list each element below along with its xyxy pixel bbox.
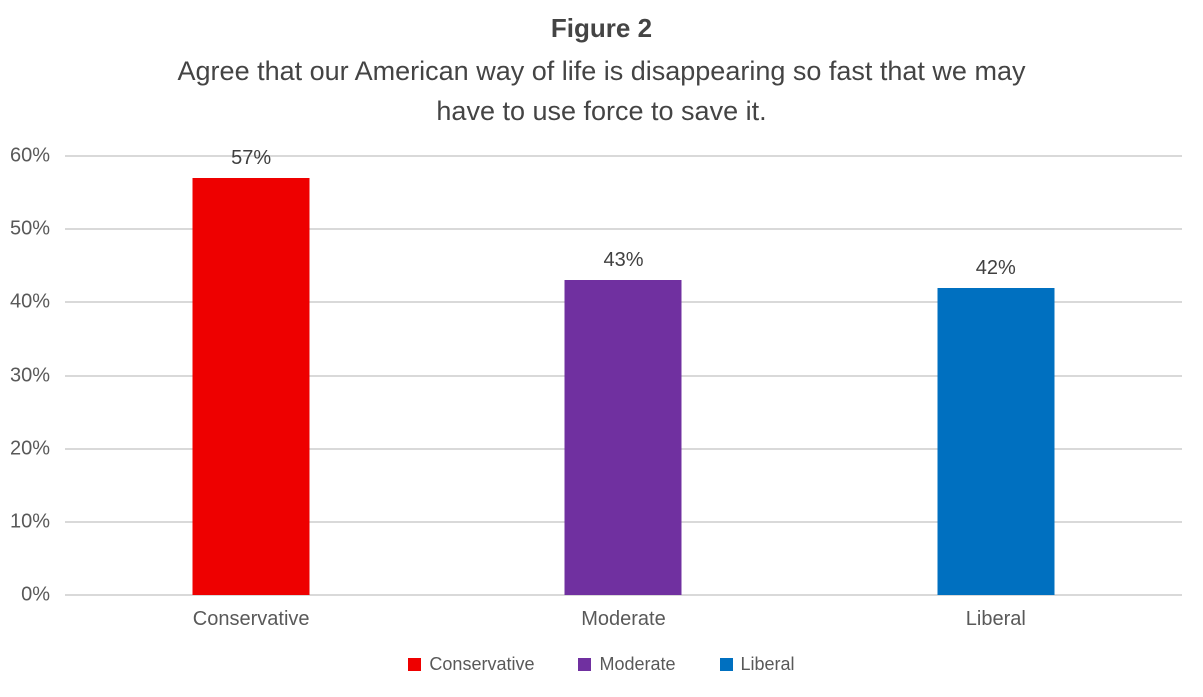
category-slot-conservative: 57% xyxy=(65,147,437,595)
legend-swatch-conservative xyxy=(408,658,422,671)
y-tick-label-50-: 50% xyxy=(9,217,50,240)
category-label-liberal: Liberal xyxy=(965,608,1026,630)
y-tick-label-20-: 20% xyxy=(9,437,50,460)
y-tick-label-10-: 10% xyxy=(9,510,50,533)
gridline-60- xyxy=(65,155,1182,157)
legend: Conservative Moderate Liberal xyxy=(0,654,1203,675)
chart-subtitle-line-1: Agree that our American way of life is d… xyxy=(177,56,1026,86)
legend-label-liberal: Liberal xyxy=(740,654,795,674)
y-tick-label-40-: 40% xyxy=(9,290,50,313)
legend-item-liberal: Liberal xyxy=(719,654,795,675)
legend-item-moderate: Moderate xyxy=(578,654,676,675)
legend-swatch-liberal xyxy=(719,658,733,671)
category-label-conservative: Conservative xyxy=(192,608,310,630)
legend-item-conservative: Conservative xyxy=(408,654,534,675)
category-slot-moderate: 43% xyxy=(437,156,809,595)
y-axis: 0% 10% 20% 30% 40% 50% 60% xyxy=(0,145,50,606)
y-tick-label-30-: 30% xyxy=(9,364,50,386)
chart-title: Figure 2 xyxy=(550,13,653,43)
legend-label-moderate: Moderate xyxy=(599,654,676,674)
chart-subtitle: Agree that our American way of life is d… xyxy=(0,51,1203,131)
y-tick-label-60-: 60% xyxy=(9,144,50,167)
gridline-50- xyxy=(65,228,1182,231)
plot-area: 57% 43% 42% xyxy=(65,147,1182,596)
bar-moderate xyxy=(564,280,682,595)
bar-value-label-liberal: 42% xyxy=(975,256,1016,279)
bar-liberal xyxy=(937,287,1055,595)
category-label-moderate: Moderate xyxy=(581,608,666,630)
bar-conservative xyxy=(192,177,310,595)
legend-label-conservative: Conservative xyxy=(429,654,535,674)
bar-value-label-conservative: 57% xyxy=(231,146,272,169)
category-slot-liberal: 42% xyxy=(810,156,1182,595)
bar-value-label-moderate: 43% xyxy=(603,249,644,272)
legend-swatch-moderate xyxy=(578,658,592,671)
chart-subtitle-line-2: have to use force to save it. xyxy=(436,96,767,126)
chart-header: Figure 2 Agree that our American way of … xyxy=(0,13,1203,131)
gridline-0- xyxy=(65,594,1182,596)
y-tick-label-0-: 0% xyxy=(21,583,50,606)
x-axis: Conservative Moderate Liberal xyxy=(65,608,1182,631)
